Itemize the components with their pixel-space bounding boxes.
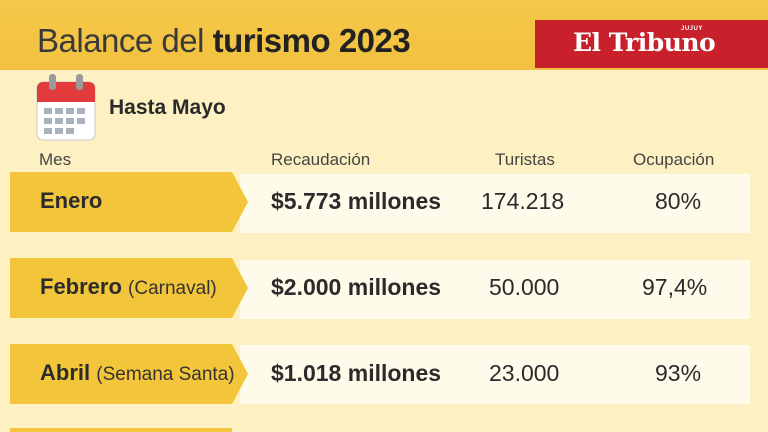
month-name: Enero — [40, 188, 103, 213]
column-header-ocupacion: Ocupación — [633, 150, 715, 169]
column-header-mes: Mes — [39, 150, 72, 169]
calendar-icon — [36, 74, 96, 141]
ocupacion-value: 93% — [655, 360, 702, 386]
table-row — [240, 174, 750, 233]
brand-sub: JUJUY — [681, 26, 703, 32]
turistas-value: 50.000 — [489, 274, 560, 300]
month-note: (Semana Santa) — [96, 364, 235, 385]
recaudacion-value: $5.773 millones — [271, 188, 442, 214]
turistas-value: 23.000 — [489, 360, 560, 386]
month-name: Abril — [40, 360, 91, 385]
subtitle: Hasta Mayo — [109, 96, 226, 119]
ocupacion-value: 97,4% — [642, 274, 708, 300]
column-header-recaudacion: Recaudación — [271, 150, 371, 169]
month-tab: Abril (Semana Santa) — [10, 344, 248, 404]
table-row — [240, 345, 750, 404]
ocupacion-value: 80% — [655, 188, 702, 214]
header-bar: Balance del turismo 2023 El Tribuno JUJU… — [0, 0, 768, 70]
brand-logo: El Tribuno JUJUY — [535, 20, 768, 68]
month-tab: Febrero (Carnaval) — [10, 258, 248, 318]
month-tab-partial — [10, 428, 232, 432]
column-header-turistas: Turistas — [495, 150, 555, 169]
month-note: (Carnaval) — [128, 278, 217, 299]
recaudacion-value: $1.018 millones — [271, 360, 442, 386]
recaudacion-value: $2.000 millones — [271, 274, 442, 300]
turistas-value: 174.218 — [481, 188, 565, 214]
month-tab: Enero — [10, 172, 248, 232]
brand-name: El Tribuno — [573, 28, 716, 57]
table-row — [240, 260, 750, 319]
month-name: Febrero — [40, 274, 122, 299]
page-title: Balance del turismo 2023 — [37, 22, 411, 59]
